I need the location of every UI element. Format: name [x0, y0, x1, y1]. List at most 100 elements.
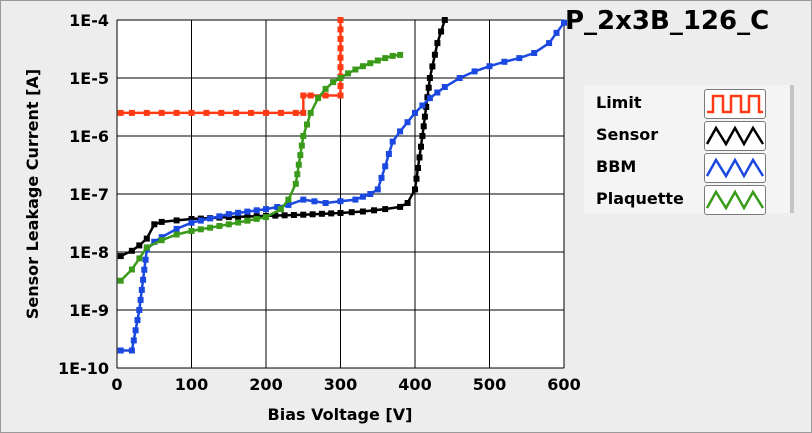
data-point — [397, 51, 404, 58]
data-point — [328, 210, 335, 217]
data-point — [337, 75, 344, 81]
data-point — [188, 219, 195, 226]
legend-swatch-plaquette — [704, 185, 766, 215]
data-point — [374, 186, 381, 193]
data-point — [359, 193, 366, 200]
data-point — [318, 210, 325, 217]
data-point — [294, 171, 301, 178]
series-plaquette — [117, 51, 404, 284]
data-point — [501, 58, 508, 65]
data-point — [290, 212, 297, 218]
data-point — [322, 200, 329, 206]
data-point — [173, 231, 180, 238]
y-tick-label: 1E-9 — [69, 301, 109, 320]
data-point — [426, 95, 433, 102]
data-point — [117, 109, 124, 116]
data-point — [143, 235, 150, 242]
legend-label: Limit — [596, 93, 642, 112]
data-point — [367, 191, 374, 197]
data-point — [337, 64, 344, 71]
data-point — [138, 286, 145, 293]
series-group — [117, 17, 567, 354]
data-point — [456, 75, 463, 81]
data-point — [404, 119, 411, 126]
data-point — [263, 109, 269, 116]
data-point — [173, 109, 180, 116]
data-point — [188, 228, 195, 234]
data-point — [337, 45, 344, 52]
x-tick-label: 100 — [175, 375, 208, 394]
data-point — [263, 206, 269, 213]
legend-item-plaquette[interactable]: Plaquette — [584, 183, 790, 215]
data-point — [188, 216, 195, 222]
data-point — [253, 215, 260, 222]
data-point — [300, 196, 307, 203]
data-point — [546, 40, 553, 47]
data-point — [295, 161, 302, 168]
data-point — [385, 151, 392, 157]
data-point — [315, 95, 322, 102]
data-point — [216, 213, 223, 220]
data-point — [141, 266, 148, 273]
data-point — [244, 217, 251, 224]
data-point — [309, 211, 316, 218]
data-point — [300, 211, 307, 218]
data-point — [531, 50, 538, 56]
y-tick-label: 1E-6 — [69, 127, 109, 146]
legend-swatch-graphic — [705, 125, 765, 147]
data-point — [263, 214, 269, 221]
legend-item-sensor[interactable]: Sensor — [584, 119, 790, 151]
data-point — [197, 226, 204, 233]
data-point — [136, 255, 143, 262]
data-point — [297, 152, 304, 159]
data-point — [307, 109, 314, 116]
data-point — [244, 213, 251, 220]
data-point — [389, 138, 396, 145]
data-point — [441, 17, 448, 23]
data-point — [311, 198, 318, 205]
data-point — [274, 204, 281, 210]
data-point — [158, 218, 165, 225]
data-point — [248, 109, 255, 116]
data-point — [140, 276, 147, 283]
data-point — [352, 66, 359, 73]
data-point — [173, 217, 180, 224]
data-point — [128, 347, 135, 354]
data-point — [337, 92, 344, 99]
data-point — [419, 102, 426, 109]
data-point — [188, 109, 195, 116]
data-point — [413, 175, 420, 182]
data-point — [418, 143, 424, 150]
data-point — [367, 60, 374, 67]
data-point — [397, 203, 404, 210]
legend-swatch-line — [707, 94, 763, 114]
data-point — [561, 19, 567, 26]
data-point — [431, 51, 438, 58]
data-point — [307, 92, 314, 99]
data-point — [225, 211, 232, 218]
series-sensor — [117, 17, 448, 260]
data-point — [337, 83, 344, 89]
y-tick-label: 1E-4 — [69, 11, 109, 30]
data-point — [128, 109, 135, 116]
data-point — [285, 201, 292, 208]
legend-item-bbm[interactable]: BBM — [584, 151, 790, 183]
data-point — [136, 307, 143, 313]
data-point — [471, 68, 478, 75]
data-point — [415, 165, 421, 171]
data-point — [348, 209, 355, 216]
data-point — [298, 142, 305, 149]
data-point — [359, 63, 366, 70]
data-point — [322, 85, 329, 92]
y-tick-label: 1E-5 — [69, 69, 109, 88]
legend-label: Sensor — [596, 125, 659, 144]
legend-item-limit[interactable]: Limit — [584, 87, 790, 119]
data-point — [132, 327, 139, 334]
data-point — [233, 109, 240, 116]
data-point — [429, 63, 436, 70]
data-point — [225, 221, 232, 228]
data-point — [389, 52, 396, 59]
legend-swatch-limit — [704, 89, 766, 119]
data-point — [143, 244, 150, 251]
